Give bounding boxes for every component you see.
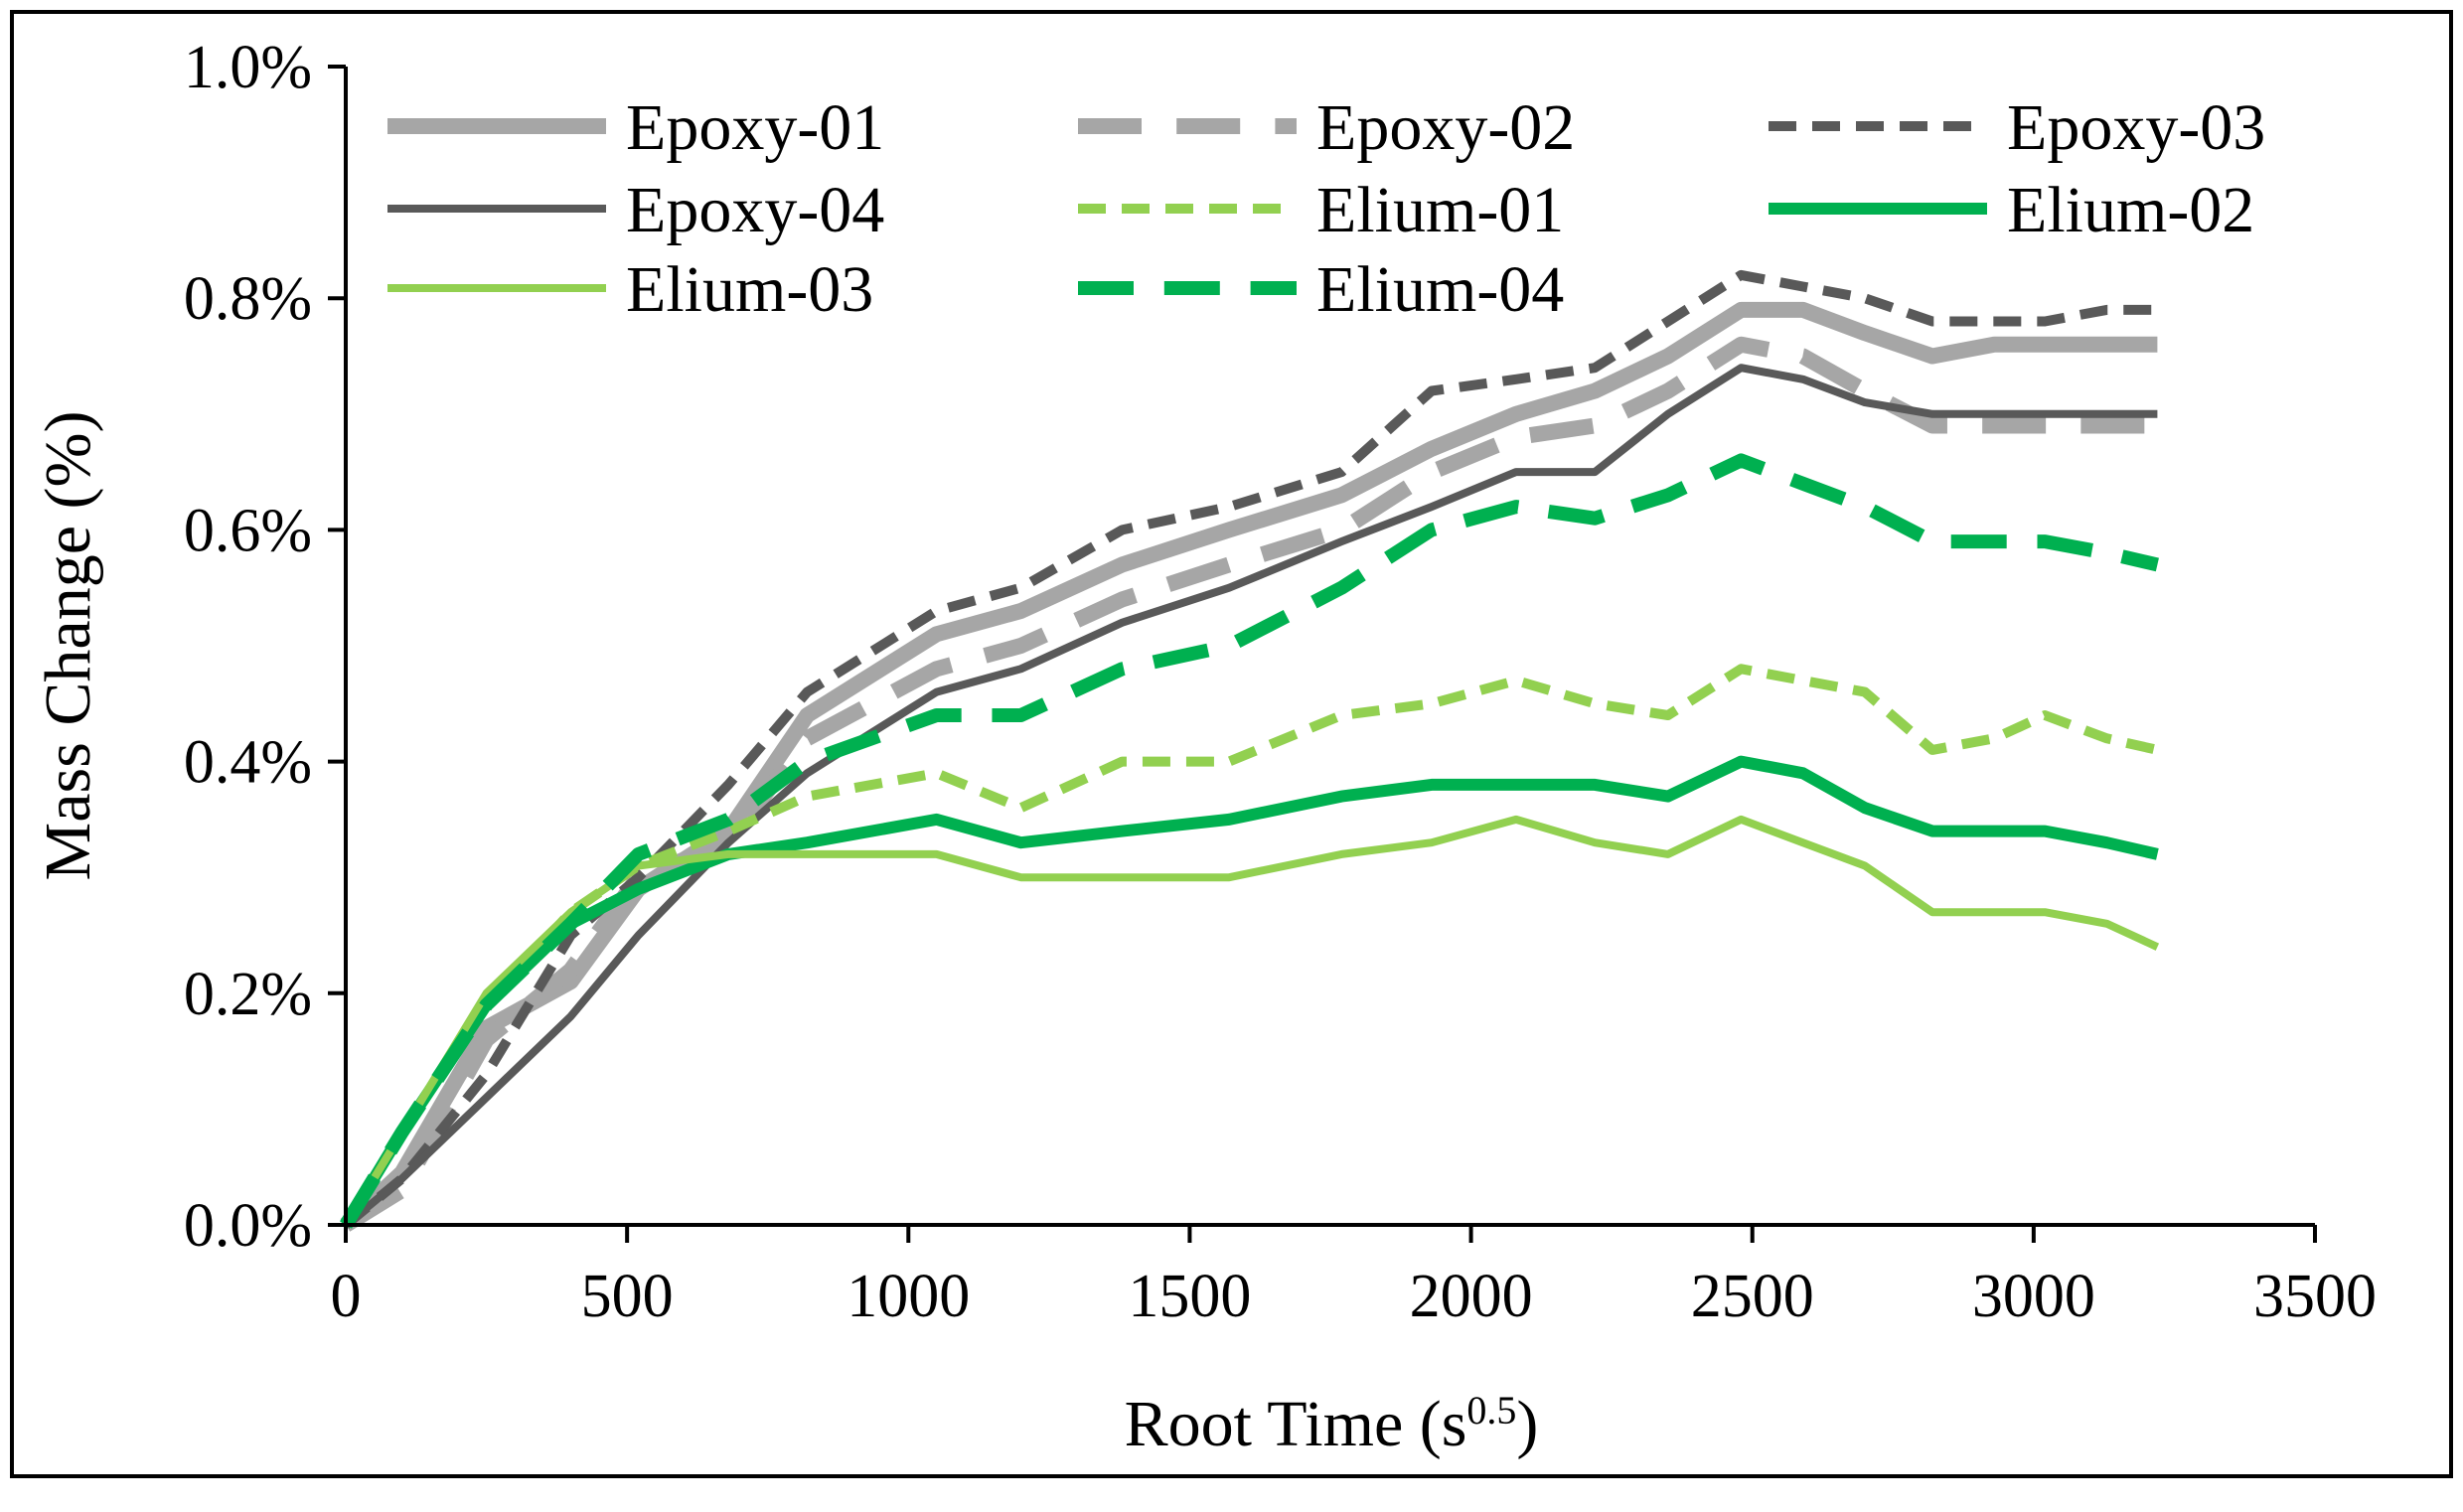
y-tick-label: 0.2% bbox=[184, 961, 312, 1028]
y-tick-label: 0.0% bbox=[184, 1192, 312, 1260]
legend-label-elium-01: Elium-01 bbox=[1316, 174, 1564, 246]
y-axis-title: Mass Change (%) bbox=[32, 411, 104, 881]
x-tick-label: 1000 bbox=[847, 1263, 970, 1330]
x-axis-title: Root Time (s0.5) bbox=[1125, 1388, 1539, 1461]
legend: Epoxy-01 Epoxy-02 Epoxy-03 Epoxy-04 Elium-01… bbox=[387, 91, 2265, 326]
legend-label-elium-03: Elium-03 bbox=[626, 253, 873, 326]
series-line-elium-04 bbox=[340, 453, 2159, 1229]
x-tick-label: 2000 bbox=[1410, 1263, 1533, 1330]
legend-label-epoxy-03: Epoxy-03 bbox=[2007, 91, 2265, 164]
axes bbox=[328, 65, 2317, 1243]
x-tick-label: 1500 bbox=[1128, 1263, 1251, 1330]
y-tick-label: 0.4% bbox=[184, 729, 312, 797]
y-tick-label: 1.0% bbox=[184, 34, 312, 101]
series-line-epoxy-03 bbox=[342, 269, 2158, 1229]
chart-frame bbox=[10, 10, 2453, 1478]
x-axis-title-close: ) bbox=[1516, 1388, 1538, 1460]
x-tick-label: 0 bbox=[331, 1263, 362, 1330]
y-tick-label: 0.6% bbox=[184, 497, 312, 564]
legend-label-epoxy-04: Epoxy-04 bbox=[626, 174, 884, 246]
series-lines bbox=[340, 269, 2160, 1232]
legend-label-elium-04: Elium-04 bbox=[1316, 253, 1564, 326]
legend-label-epoxy-02: Epoxy-02 bbox=[1316, 91, 1575, 164]
series-line-epoxy-04 bbox=[343, 364, 2158, 1229]
y-tick-label: 0.8% bbox=[184, 265, 312, 333]
x-tick-label: 3000 bbox=[1972, 1263, 2095, 1330]
legend-label-epoxy-01: Epoxy-01 bbox=[626, 91, 884, 164]
x-axis-title-superscript: 0.5 bbox=[1466, 1388, 1516, 1433]
x-axis-title-main: Root Time (s bbox=[1125, 1388, 1467, 1460]
x-tick-label: 2500 bbox=[1691, 1263, 1814, 1330]
tick-labels: 0 500 1000 1500 2000 2500 3000 3500 0.0% 0.2% 0.4%… bbox=[184, 34, 2377, 1330]
x-tick-label: 500 bbox=[581, 1263, 674, 1330]
series-line-elium-02 bbox=[340, 755, 2159, 1229]
x-tick-label: 3500 bbox=[2253, 1263, 2377, 1330]
legend-label-elium-02: Elium-02 bbox=[2007, 174, 2254, 246]
